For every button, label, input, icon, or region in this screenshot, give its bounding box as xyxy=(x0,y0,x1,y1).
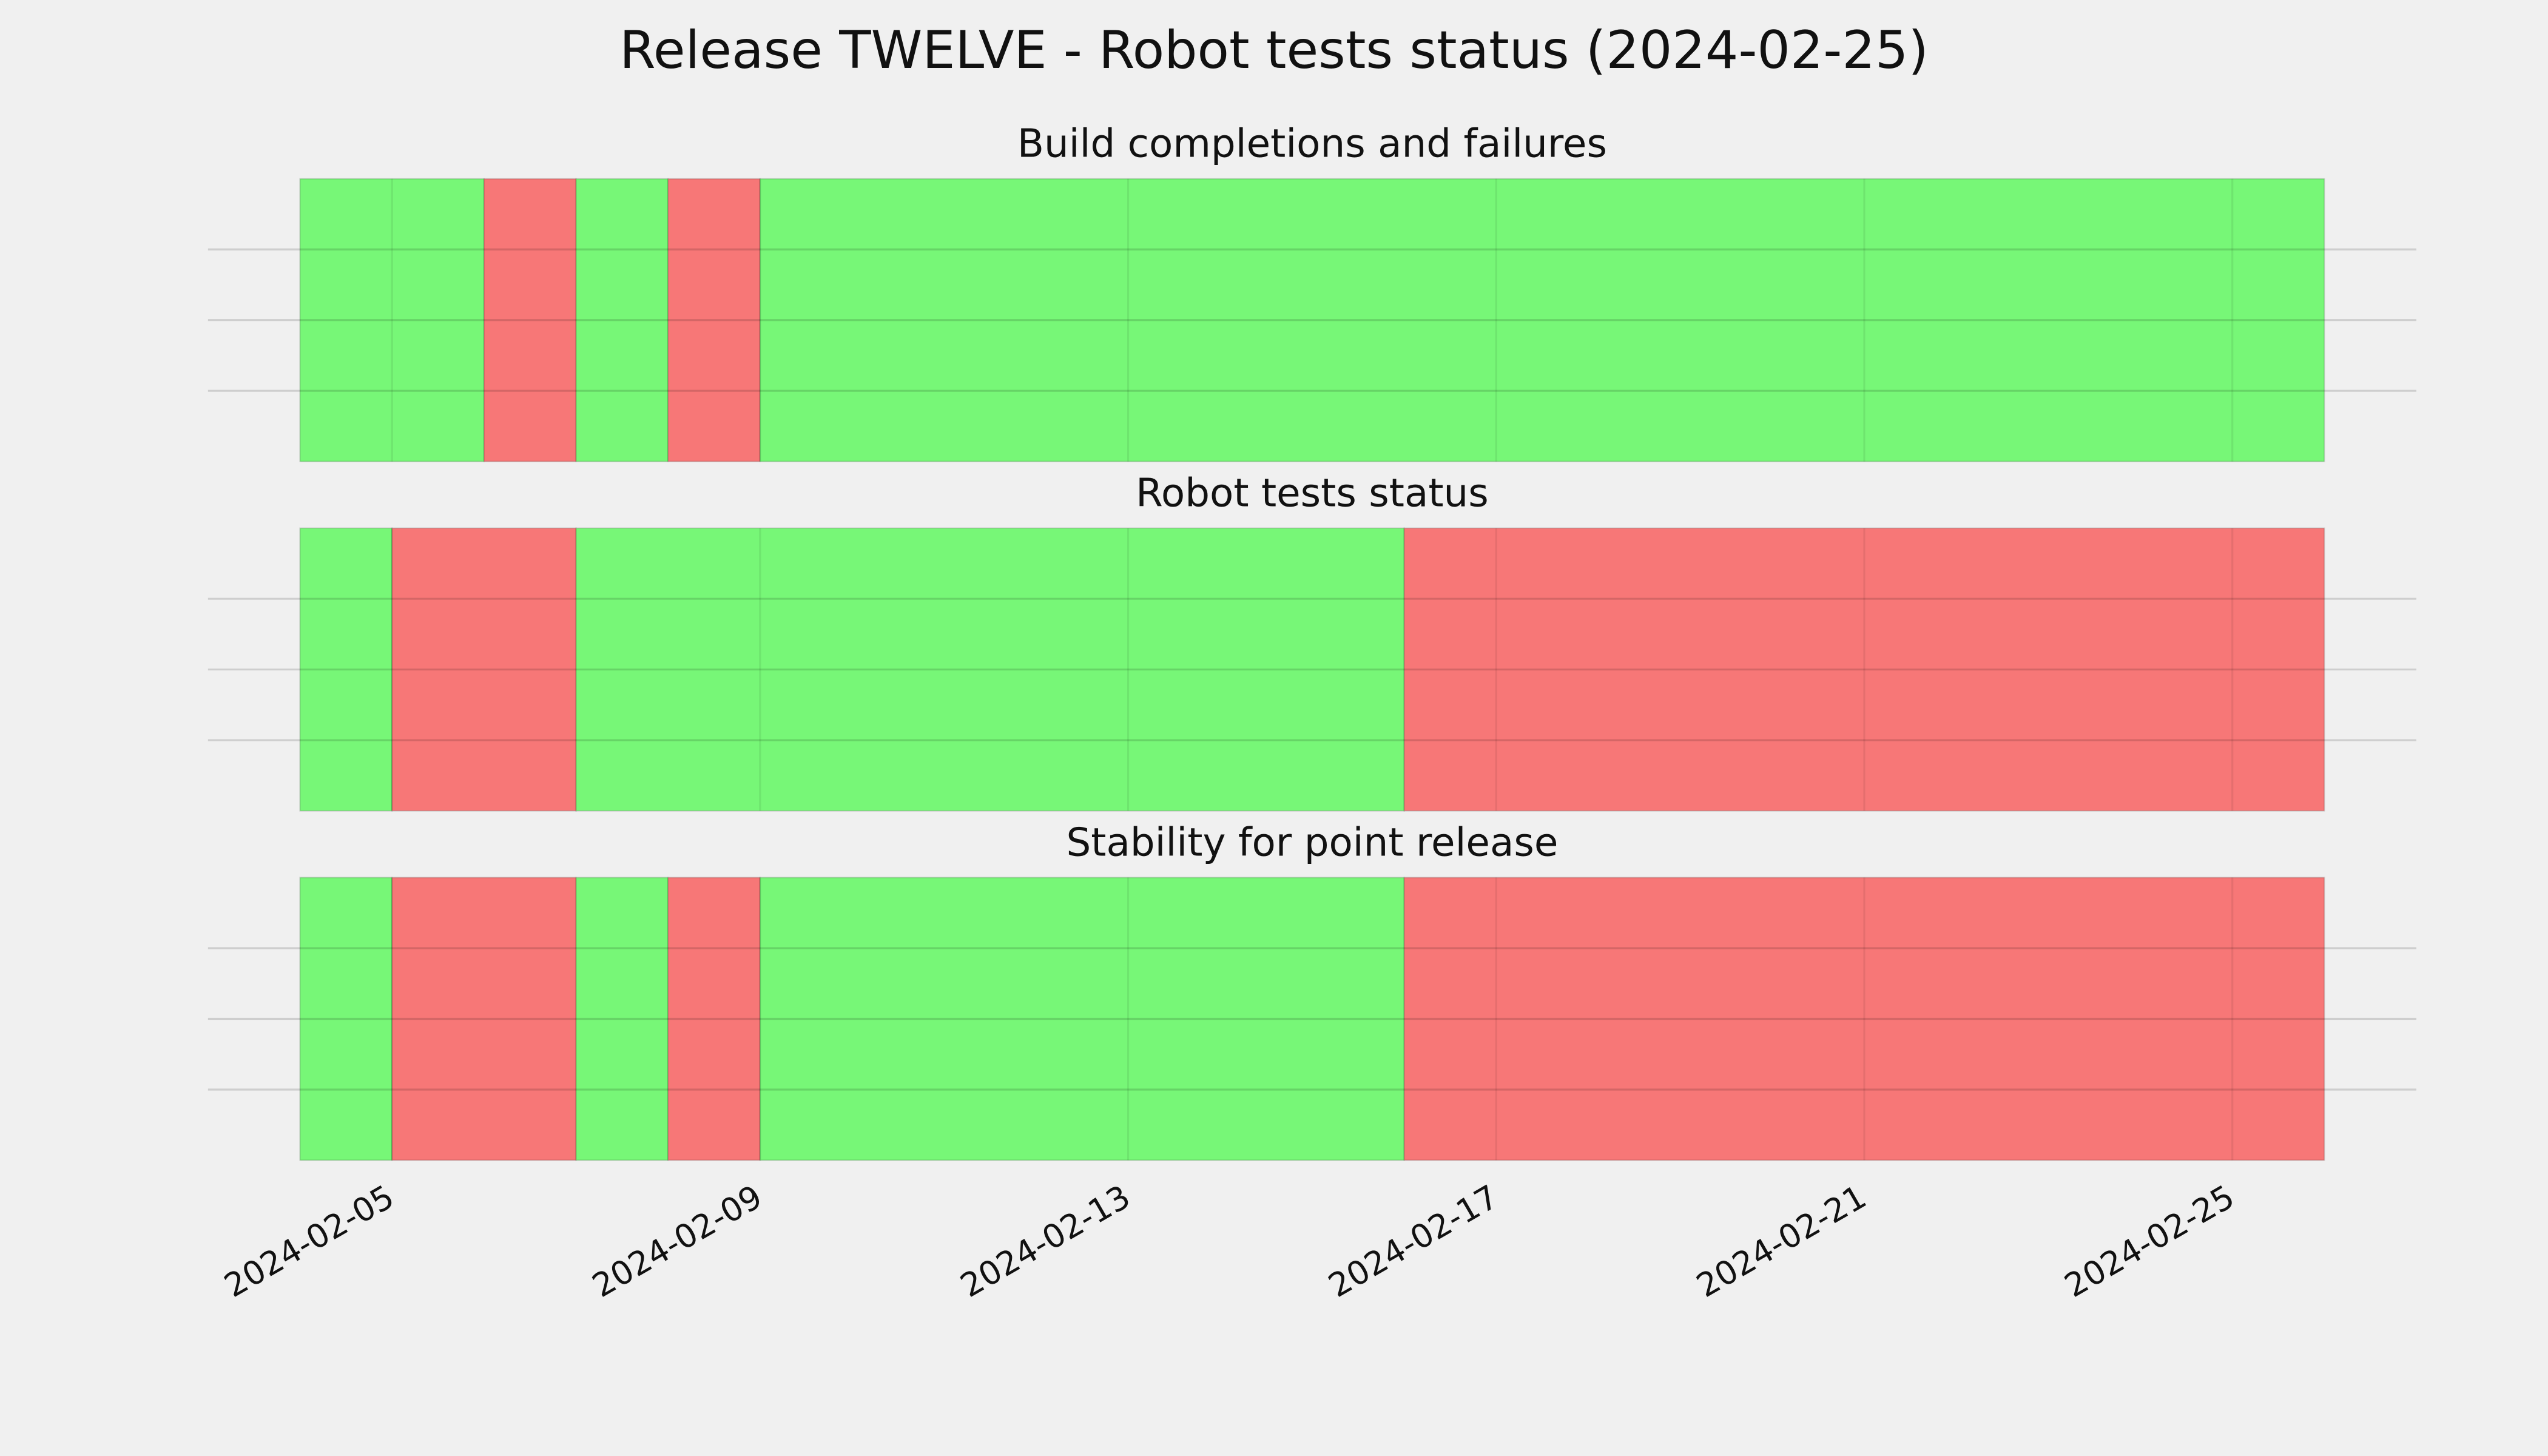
status-segment xyxy=(759,877,1405,1161)
status-segment xyxy=(299,527,393,812)
status-segment xyxy=(1403,527,2325,812)
status-segment xyxy=(391,877,577,1161)
status-segment xyxy=(575,877,669,1161)
status-segment xyxy=(575,527,1405,812)
status-segment xyxy=(391,527,577,812)
chart-title: Release TWELVE - Robot tests status (202… xyxy=(619,20,1929,81)
status-segment xyxy=(575,178,669,462)
status-segment xyxy=(1403,877,2325,1161)
status-segment xyxy=(299,877,393,1161)
panel-title: Robot tests status xyxy=(1136,471,1489,516)
status-segment xyxy=(667,178,761,462)
panel-title: Build completions and failures xyxy=(1017,121,1607,167)
status-segment xyxy=(483,178,577,462)
status-segment xyxy=(759,178,2325,462)
panel-title: Stability for point release xyxy=(1067,820,1559,865)
status-segment xyxy=(667,877,761,1161)
status-segment xyxy=(299,178,485,462)
